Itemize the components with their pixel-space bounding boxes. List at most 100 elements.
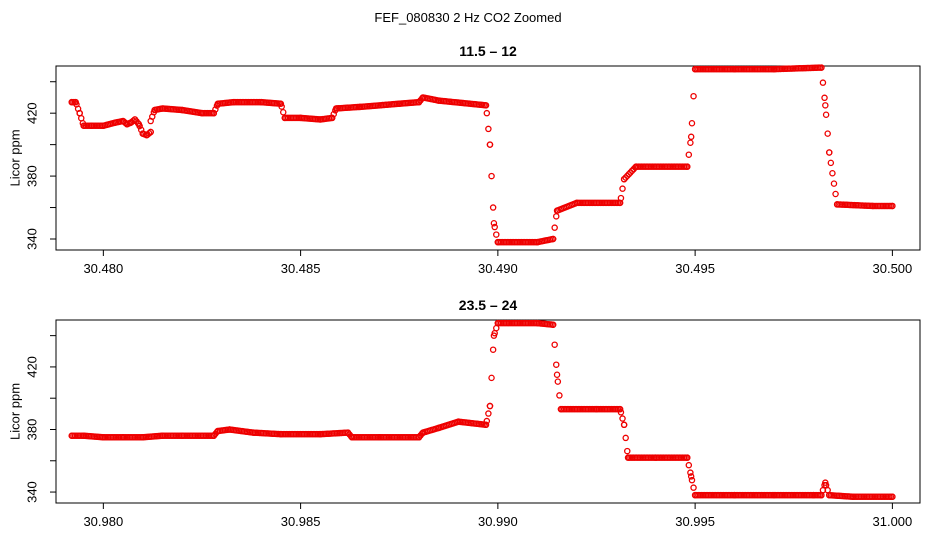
data-point bbox=[685, 461, 693, 469]
data-point bbox=[688, 119, 696, 127]
y-axis-label: Licor ppm bbox=[7, 383, 22, 440]
data-point bbox=[135, 120, 143, 128]
data-point bbox=[624, 447, 631, 455]
data-point bbox=[832, 190, 839, 198]
data-point bbox=[494, 238, 502, 246]
data-point bbox=[210, 432, 218, 439]
data-point bbox=[278, 103, 285, 110]
data-point bbox=[731, 65, 738, 73]
x-tick-label: 30.995 bbox=[675, 514, 715, 529]
data-point bbox=[830, 180, 838, 187]
data-point bbox=[226, 426, 233, 433]
data-point bbox=[632, 163, 640, 170]
data-point bbox=[810, 491, 817, 499]
x-tick-label: 30.500 bbox=[873, 261, 913, 276]
data-point bbox=[483, 417, 491, 425]
data-point bbox=[534, 238, 541, 246]
data-point bbox=[827, 159, 835, 167]
data-point bbox=[277, 430, 285, 438]
y-axis-label: Licor ppm bbox=[7, 129, 22, 186]
data-point bbox=[824, 130, 831, 137]
data-point bbox=[277, 100, 285, 107]
chart-panel-1: 11.5 – 12 30.480 30.485 30.490 30.495 30.500 3… bbox=[7, 43, 921, 276]
data-point bbox=[829, 169, 836, 177]
data-point bbox=[557, 405, 565, 413]
panel-title: 11.5 – 12 bbox=[459, 43, 517, 59]
data-point bbox=[344, 429, 352, 436]
y-tick-label: 380 bbox=[24, 165, 39, 187]
y-tick-label: 340 bbox=[24, 481, 39, 503]
data-point bbox=[494, 319, 502, 327]
data-point bbox=[159, 432, 166, 439]
data-point bbox=[230, 98, 237, 106]
data-point bbox=[143, 131, 150, 139]
data-point bbox=[178, 432, 186, 439]
data-point bbox=[770, 65, 778, 73]
data-point bbox=[279, 108, 287, 116]
data-point bbox=[620, 175, 628, 183]
plot-frame bbox=[55, 65, 921, 251]
data-point bbox=[139, 434, 147, 441]
data-point bbox=[488, 374, 495, 382]
data-point bbox=[731, 491, 738, 499]
data-point bbox=[849, 493, 857, 500]
data-point bbox=[818, 64, 825, 71]
data-point bbox=[889, 493, 896, 500]
data-point bbox=[317, 116, 324, 123]
data-point bbox=[455, 418, 462, 425]
data-point bbox=[822, 111, 830, 119]
data-point bbox=[210, 109, 218, 117]
data-point bbox=[554, 378, 562, 385]
data-point bbox=[687, 473, 695, 480]
data-point bbox=[821, 94, 828, 102]
data-point bbox=[435, 424, 442, 432]
data-point bbox=[688, 476, 696, 484]
data-point bbox=[151, 106, 158, 114]
data-point bbox=[328, 114, 336, 122]
panel-title: 23.5 – 24 bbox=[459, 297, 518, 313]
data-point bbox=[119, 117, 127, 125]
data-point bbox=[100, 122, 107, 130]
data-point bbox=[297, 114, 304, 122]
data-point bbox=[493, 231, 500, 238]
data-point bbox=[683, 163, 691, 170]
data-point bbox=[619, 415, 626, 422]
data-point bbox=[376, 434, 383, 441]
data-point bbox=[490, 220, 498, 227]
data-point bbox=[819, 79, 827, 86]
data-point bbox=[317, 430, 324, 438]
data-point bbox=[80, 432, 87, 439]
data-point bbox=[356, 103, 364, 111]
data-point bbox=[489, 346, 497, 353]
data-point bbox=[549, 321, 557, 328]
data-point bbox=[818, 491, 825, 499]
data-point bbox=[332, 105, 340, 112]
data-point bbox=[88, 122, 95, 130]
data-point bbox=[619, 185, 626, 192]
data-point bbox=[489, 204, 497, 211]
x-tick-label: 30.990 bbox=[478, 514, 518, 529]
data-point bbox=[889, 202, 896, 210]
data-point bbox=[119, 434, 127, 441]
data-point bbox=[159, 105, 166, 112]
data-point bbox=[214, 100, 221, 107]
y-tick-label: 420 bbox=[24, 356, 39, 378]
data-point bbox=[76, 109, 83, 117]
data-point bbox=[616, 405, 624, 413]
x-tick-label: 30.485 bbox=[281, 261, 321, 276]
data-point bbox=[250, 429, 257, 436]
x-tick-label: 30.490 bbox=[478, 261, 518, 276]
data-point bbox=[687, 139, 694, 146]
data-point bbox=[486, 402, 494, 410]
data-point bbox=[80, 122, 87, 130]
data-point bbox=[573, 199, 581, 207]
data-point bbox=[556, 392, 563, 399]
data-point bbox=[822, 479, 829, 486]
data-point bbox=[624, 454, 632, 461]
data-point bbox=[486, 141, 494, 148]
data-point bbox=[214, 427, 221, 435]
data-point bbox=[198, 109, 206, 117]
data-point bbox=[415, 98, 423, 106]
data-point bbox=[551, 224, 558, 231]
data-point bbox=[551, 341, 558, 348]
